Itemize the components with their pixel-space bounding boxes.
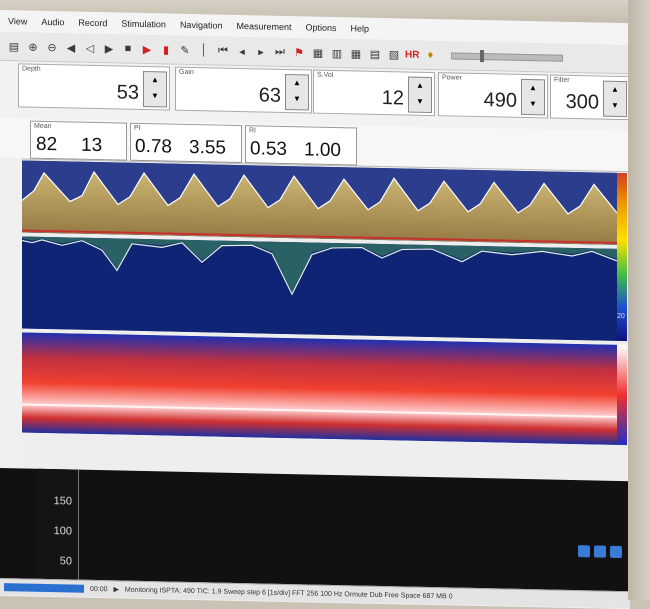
grid3-icon[interactable]: ▦ — [350, 47, 362, 61]
stop-icon[interactable]: ■ — [124, 42, 132, 55]
tray-power-icon[interactable] — [610, 545, 622, 559]
speaker-left-icon[interactable]: ◀ — [66, 41, 76, 55]
axis-tick-50: 50 — [59, 555, 72, 568]
mean-label: Mean — [34, 122, 52, 131]
prev-icon[interactable]: ◂ — [239, 45, 245, 58]
svol-spinner[interactable]: ▲ ▼ — [408, 76, 432, 114]
pi-value-1: 0.78 — [135, 135, 172, 158]
power-field[interactable]: Power 490 ▲ ▼ — [438, 72, 548, 119]
grid5-icon[interactable]: ▧ — [388, 48, 400, 61]
status-text: Monitoring ISPTA: 490 TIC: 1.9 Sweep ste… — [124, 586, 453, 600]
depth-value[interactable]: 53 — [116, 81, 139, 104]
svol-field[interactable]: S.Vol 12 ▲ ▼ — [313, 69, 435, 117]
trend-y-axis: 150 100 50 — [38, 468, 79, 588]
doppler-spectrum-lower — [22, 236, 617, 341]
play-icon[interactable]: ▶ — [104, 42, 114, 55]
gain-field[interactable]: Gain 63 ▲ ▼ — [175, 66, 312, 114]
ri-box: RI 0.53 1.00 — [245, 125, 357, 166]
menu-help[interactable]: Help — [350, 23, 370, 34]
filter-value[interactable]: 300 — [565, 90, 599, 114]
play-status-icon: ▶ — [113, 586, 119, 594]
axis-tick-150: 150 — [53, 495, 72, 508]
hr-button[interactable]: HR — [405, 48, 420, 61]
slider-thumb[interactable] — [480, 49, 485, 62]
pen-icon[interactable]: ✎ — [180, 44, 190, 57]
grid1-icon[interactable]: ▦ — [312, 47, 324, 60]
colorbar-value-label: 20 — [617, 312, 625, 321]
mean-box: Mean 82 13 — [30, 120, 127, 161]
system-tray — [578, 545, 622, 559]
record-icon[interactable]: ▶ — [142, 43, 152, 56]
m-mode-colorbar — [617, 344, 627, 446]
tray-network-icon[interactable] — [578, 545, 590, 558]
step-icon[interactable]: ▮ — [162, 43, 170, 57]
next-icon[interactable]: ▸ — [258, 45, 264, 59]
copy-icon[interactable]: ▤ — [8, 40, 20, 53]
flag-icon[interactable]: ⚑ — [294, 46, 304, 59]
doppler-spectrum-upper — [22, 160, 617, 245]
monitor-bezel-right — [628, 0, 650, 600]
ri-value-1: 0.53 — [250, 138, 287, 161]
pi-box: PI 0.78 3.55 — [130, 122, 242, 164]
pi-value-2: 3.55 — [189, 136, 226, 159]
depth-spinner[interactable]: ▲ ▼ — [143, 70, 167, 108]
spectrum-gutter — [0, 158, 22, 469]
menu-record[interactable]: Record — [78, 17, 108, 29]
menu-stimulation[interactable]: Stimulation — [121, 18, 166, 30]
mean-value-1: 82 — [36, 133, 58, 156]
menu-measurement[interactable]: Measurement — [236, 20, 292, 33]
pipe-icon[interactable]: │ — [200, 44, 208, 57]
application-window: View Audio Record Stimulation Navigation… — [0, 10, 630, 609]
pi-label: PI — [134, 124, 141, 132]
zoom-in-icon[interactable]: ⊕ — [28, 41, 38, 54]
power-label: Power — [442, 74, 462, 82]
zoom-out-icon[interactable]: ⊖ — [47, 41, 57, 54]
mean-value-2: 13 — [81, 134, 103, 157]
gain-spinner[interactable]: ▲ ▼ — [285, 73, 309, 111]
axis-tick-100: 100 — [53, 525, 72, 538]
bulb-icon[interactable]: ♦ — [427, 48, 434, 62]
menu-view[interactable]: View — [8, 16, 28, 27]
progress-indicator — [4, 583, 84, 593]
skip-start-icon[interactable]: ⏮ — [218, 44, 228, 57]
tray-volume-icon[interactable] — [594, 545, 606, 558]
menu-audio[interactable]: Audio — [41, 16, 65, 28]
gain-label: Gain — [179, 68, 194, 77]
ri-value-2: 1.00 — [304, 139, 341, 162]
grid4-icon[interactable]: ▤ — [369, 48, 381, 61]
gain-value[interactable]: 63 — [258, 84, 281, 107]
filter-field[interactable]: Filter 300 ▲ ▼ — [550, 74, 630, 121]
depth-label: Depth — [22, 65, 41, 73]
gain-slider[interactable] — [451, 49, 564, 62]
svol-label: S.Vol — [317, 71, 334, 79]
menu-options[interactable]: Options — [305, 22, 337, 34]
ri-label: RI — [249, 127, 256, 135]
svol-value[interactable]: 12 — [381, 86, 404, 110]
depth-field[interactable]: Depth 53 ▲ ▼ — [18, 63, 170, 111]
status-time: 00:00 — [90, 585, 108, 593]
skip-end-icon[interactable]: ⏭ — [275, 45, 285, 58]
power-spinner[interactable]: ▲ ▼ — [521, 78, 545, 116]
power-value[interactable]: 490 — [483, 89, 517, 112]
menu-navigation[interactable]: Navigation — [179, 19, 223, 31]
m-mode-display — [22, 332, 617, 445]
filter-label: Filter — [554, 76, 570, 84]
grid2-icon[interactable]: ▥ — [331, 47, 343, 60]
speaker-right-icon[interactable]: ◁ — [85, 42, 95, 55]
filter-spinner[interactable]: ▲ ▼ — [603, 80, 627, 118]
